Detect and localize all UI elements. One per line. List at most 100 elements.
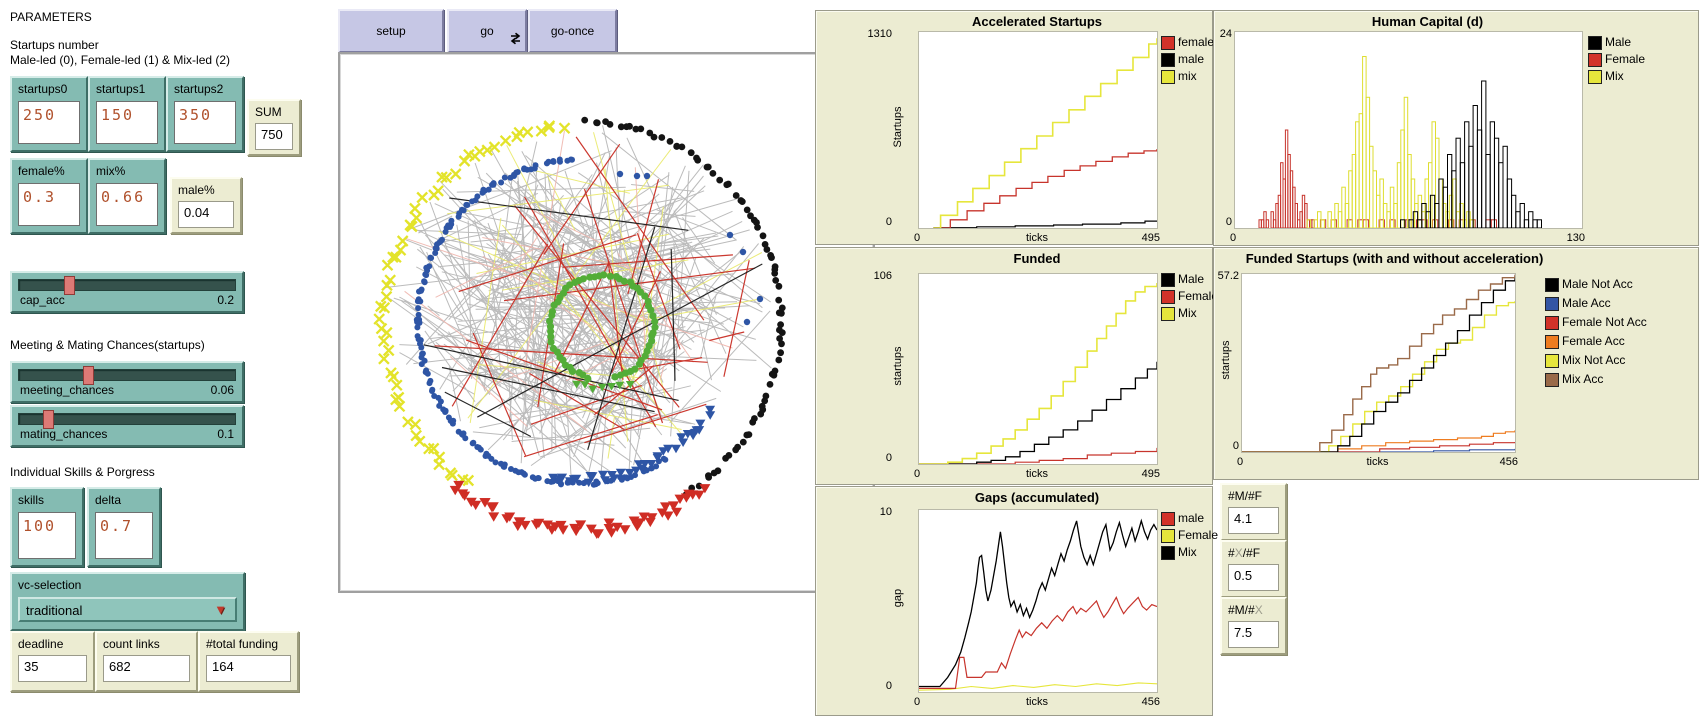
x-min-label: 0: [914, 232, 921, 244]
plot-funded_acc: Funded Startups (with and without accele…: [1213, 247, 1699, 480]
legend-label: Mix Acc: [1562, 372, 1604, 386]
forever-icon: [509, 32, 522, 48]
parameters-title: PARAMETERS: [10, 10, 92, 24]
slider-cap-acc-track[interactable]: [18, 279, 236, 291]
legend-label: Male: [1605, 35, 1632, 49]
legend-swatch-female: [1161, 290, 1175, 304]
red-links: [434, 136, 756, 458]
plot-accelerated_startups: Accelerated Startups 1310 0 Startups 0 ticks 4…: [815, 10, 1214, 245]
y-min-label: 0: [1225, 216, 1232, 228]
input-mix-pct: mix% 0.66: [88, 158, 166, 234]
input-skills-field[interactable]: 100: [18, 512, 76, 559]
monitor-ratio-0: #M/#F 4.1: [1220, 483, 1287, 541]
monitor-deadline: deadline 35: [10, 631, 95, 692]
input-startups1: startups1 150: [88, 76, 166, 152]
outer-yellow-mix-ring: [373, 120, 571, 487]
series-male: [919, 361, 1158, 465]
skills-header: Individual Skills & Porgress: [10, 465, 155, 479]
legend-swatch-male-acc: [1545, 297, 1559, 311]
series-mix-hist: [1306, 56, 1475, 229]
monitor-count-links-value: 682: [103, 655, 190, 682]
legend-swatch-mix-acc: [1545, 373, 1559, 387]
startups-header-line1: Startups number: [10, 38, 99, 52]
go-once-button[interactable]: go-once: [528, 9, 617, 53]
x-max-label: 456: [1499, 456, 1518, 468]
legend-swatch-male-not-acc: [1545, 278, 1559, 292]
slider-mating-chances-handle[interactable]: [43, 410, 55, 429]
legend-swatch-mix-not-acc: [1545, 354, 1559, 368]
input-startups2-label: startups2: [174, 82, 224, 96]
legend-swatch-female: [1161, 36, 1175, 50]
chevron-down-icon: ▼: [214, 602, 227, 617]
go-button[interactable]: go: [447, 9, 527, 53]
legend-label: Mix: [1178, 306, 1197, 320]
setup-button-label: setup: [376, 24, 406, 38]
monitor-male-pct-value: 0.04: [178, 201, 234, 228]
legend-swatch-female-acc: [1545, 335, 1559, 349]
legend-label: Mix: [1178, 545, 1197, 559]
monitor-total-funding-label: #total funding: [206, 637, 279, 651]
outer-red-female-ring: [449, 480, 711, 539]
chooser-vc-selection[interactable]: vc-selection traditional ▼: [10, 572, 245, 631]
input-delta-label: delta: [95, 493, 122, 507]
plot-area-human_capital: [1234, 31, 1583, 229]
slider-meeting-chances-track[interactable]: [18, 369, 236, 381]
slider-meeting-chances-handle[interactable]: [82, 366, 94, 385]
startups-header-line2: Male-led (0), Female-led (1) & Mix-led (…: [10, 53, 231, 67]
legend-label: Male Not Acc: [1562, 277, 1633, 291]
x-min-label: 0: [914, 696, 921, 708]
input-startups2-field[interactable]: 350: [174, 101, 236, 144]
y-axis-label: startups: [892, 346, 904, 386]
x-min-label: 0: [1237, 456, 1244, 468]
series-female-not-acc: [1242, 442, 1516, 453]
slider-cap-acc[interactable]: cap_acc 0.2: [10, 271, 244, 313]
series-mix: [933, 38, 1158, 229]
slider-mating-chances-track[interactable]: [18, 413, 236, 425]
setup-button[interactable]: setup: [338, 9, 444, 53]
series-male-not-acc: [1242, 276, 1516, 453]
input-skills: skills 100: [10, 487, 84, 567]
x-axis-label: ticks: [1026, 232, 1048, 244]
series-female-acc: [1242, 430, 1516, 453]
black-links: [423, 197, 763, 450]
monitor-ratio-1: #X/#F 0.5: [1220, 540, 1287, 598]
input-female-pct-field[interactable]: 0.3: [18, 183, 80, 226]
slider-cap-acc-handle[interactable]: [63, 276, 75, 295]
input-mix-pct-label: mix%: [96, 164, 126, 178]
monitor-deadline-value: 35: [18, 655, 87, 682]
y-axis-label: Startups: [892, 106, 904, 148]
series-male-hist: [1400, 80, 1543, 229]
y-max-label: 1310: [867, 28, 892, 40]
x-max-label: 130: [1566, 232, 1585, 244]
legend-swatch-female-not-acc: [1545, 316, 1559, 330]
plot-area-gaps: [918, 509, 1158, 693]
y-max-label: 24: [1219, 28, 1232, 40]
input-delta-field[interactable]: 0.7: [95, 512, 153, 559]
input-startups2: startups2 350: [166, 76, 244, 152]
chooser-vc-selection-dropdown[interactable]: traditional ▼: [18, 597, 237, 622]
go-button-label: go: [480, 24, 494, 38]
x-axis-label: ticks: [1366, 456, 1389, 468]
series-mix: [919, 283, 1158, 465]
series-mix-acc: [1242, 274, 1516, 453]
x-min-label: 0: [914, 468, 921, 480]
y-max-label: 57.2: [1217, 270, 1239, 282]
middle-blue-ring: [413, 156, 669, 488]
plot-title-accelerated_startups: Accelerated Startups: [971, 14, 1103, 29]
input-startups0-label: startups0: [18, 82, 68, 96]
scattered-blue-agents: [616, 170, 764, 436]
legend-swatch-mix: [1161, 70, 1175, 84]
series-female-gap: [918, 682, 1158, 691]
legend-swatch-male: [1161, 273, 1175, 287]
input-female-pct-label: female%: [18, 164, 65, 178]
legend-swatch-male: [1588, 36, 1602, 50]
y-axis-label: gap: [892, 588, 904, 608]
input-startups0-field[interactable]: 250: [18, 101, 80, 144]
legend-label: Female: [1178, 289, 1219, 303]
slider-meeting-chances[interactable]: meeting_chances 0.06: [10, 361, 244, 403]
slider-mating-chances[interactable]: mating_chances 0.1: [10, 405, 244, 447]
legend-label: Female Acc: [1562, 334, 1625, 348]
input-startups1-field[interactable]: 150: [96, 101, 158, 144]
y-min-label: 0: [1232, 440, 1239, 452]
input-mix-pct-field[interactable]: 0.66: [96, 183, 158, 226]
